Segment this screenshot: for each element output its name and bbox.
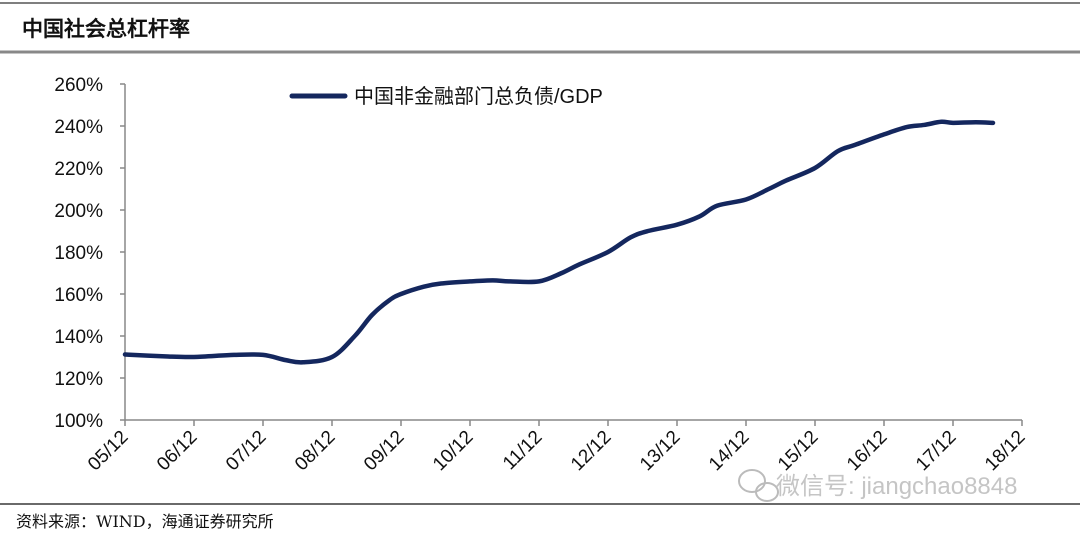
series-line (122, 119, 996, 365)
y-tick-label: 100% (54, 411, 103, 432)
x-tick-label: 10/12 (429, 427, 477, 475)
x-tick-label: 12/12 (567, 427, 615, 475)
x-tick-label: 08/12 (291, 427, 339, 475)
x-tick-label: 06/12 (153, 427, 201, 475)
source-note: 资料来源：WIND，海通证券研究所 (16, 512, 274, 531)
watermark-text: 微信号: jiangchao8848 (776, 473, 1017, 500)
y-tick-label: 200% (54, 201, 103, 222)
x-tick-label: 07/12 (222, 427, 270, 475)
y-tick-label: 240% (54, 117, 103, 138)
legend: 中国非金融部门总负债/GDP (289, 85, 603, 108)
x-tick-label: 14/12 (705, 427, 753, 475)
x-tick-label: 18/12 (981, 427, 1029, 475)
chart-title: 中国社会总杠杆率 (22, 16, 190, 41)
x-tick-label: 17/12 (912, 427, 960, 475)
wechat-icon (738, 469, 779, 502)
x-tick-label: 16/12 (843, 427, 891, 475)
y-tick-label: 220% (54, 159, 103, 180)
series-group (122, 119, 996, 365)
legend-label: 中国非金融部门总负债/GDP (354, 85, 603, 108)
x-tick-label: 09/12 (360, 427, 408, 475)
watermark: 微信号: jiangchao8848 (738, 469, 1017, 502)
x-tick-label: 15/12 (774, 427, 822, 475)
y-tick-label: 140% (54, 327, 103, 348)
x-tick-label: 11/12 (499, 427, 546, 474)
y-tick-label: 180% (54, 243, 103, 264)
y-tick-label: 160% (54, 285, 103, 306)
x-tick-label: 13/12 (636, 427, 684, 475)
x-tick-label: 05/12 (84, 427, 132, 475)
y-tick-label: 120% (54, 369, 103, 390)
y-tick-label: 260% (54, 75, 103, 96)
